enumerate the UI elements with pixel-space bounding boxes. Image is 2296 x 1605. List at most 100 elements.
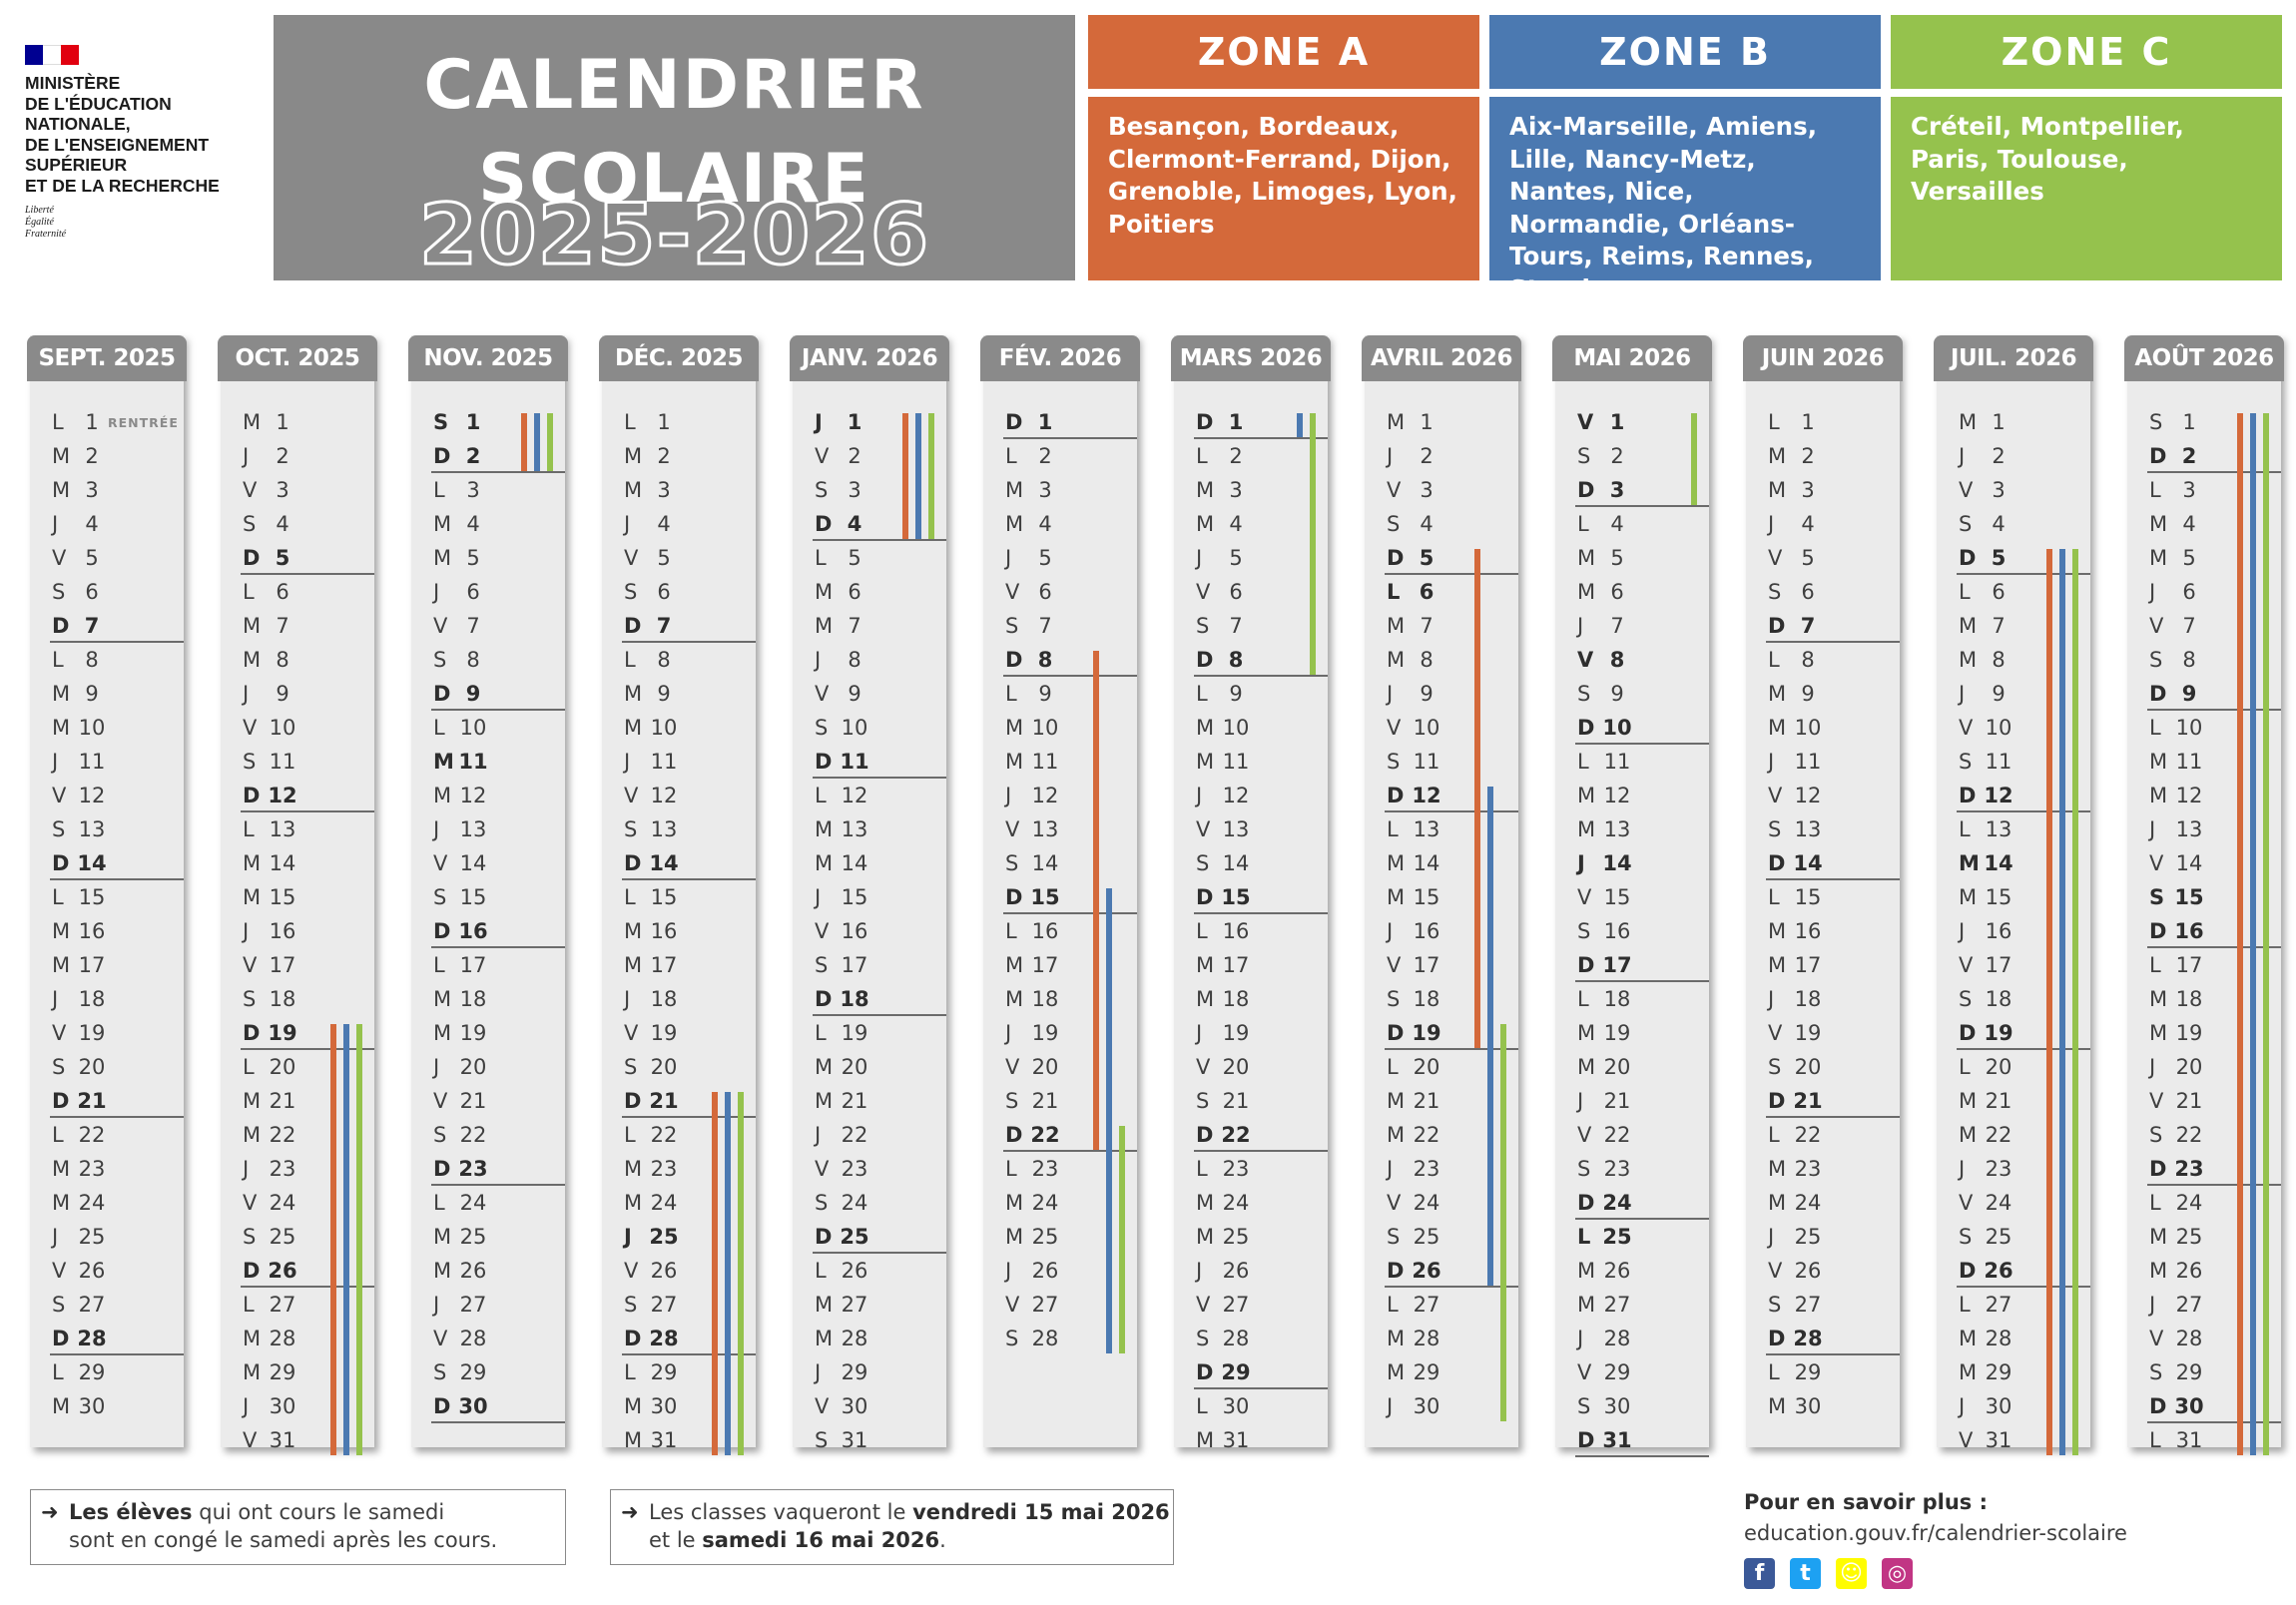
day-number: 26	[1984, 1259, 2013, 1283]
week-separator	[2147, 946, 2281, 948]
day-number: 2	[1420, 444, 1434, 468]
weekday-letter: M	[624, 716, 643, 740]
month-column: MARS 2026 D 1 L 2 M 3 M 4 J 5 V 6 S 7 D 8 L 9 M 10 M 11 J 12 V 13 S…	[1171, 335, 1331, 1452]
weekday-letter: M	[624, 919, 643, 943]
day-row: V 26	[1746, 1254, 1900, 1288]
weekday-letter: D	[1577, 1428, 1595, 1452]
weekday-letter: L	[52, 885, 64, 909]
day-row: M 27	[1555, 1288, 1709, 1322]
weekday-letter: J	[433, 580, 440, 604]
instagram-icon[interactable]: ◎	[1882, 1558, 1913, 1589]
more-url[interactable]: education.gouv.fr/calendrier-scolaire	[1744, 1521, 2127, 1545]
weekday-letter: J	[433, 1055, 440, 1079]
day-row: M 17	[983, 948, 1137, 982]
day-number: 5	[1610, 546, 1624, 570]
day-row: V 10	[221, 711, 374, 745]
day-row: S 14	[983, 846, 1137, 880]
weekday-letter: V	[1196, 580, 1211, 604]
day-number: 24	[459, 1191, 487, 1215]
day-number: 24	[1222, 1191, 1250, 1215]
day-number: 1	[657, 410, 671, 434]
day-number: 6	[466, 580, 480, 604]
week-separator	[1385, 1286, 1518, 1288]
month-column: JANV. 2026 J 1 V 2 S 3 D 4 L 5 M 6 M 7 J 8 V 9 S 10 D 11 L 12 M 13…	[790, 335, 949, 1452]
day-number: 8	[466, 648, 480, 672]
day-number: 28	[841, 1327, 868, 1350]
facebook-icon[interactable]: f	[1744, 1558, 1775, 1589]
day-row: M 28	[1937, 1322, 2090, 1355]
weekday-letter: L	[1577, 987, 1589, 1011]
day-number: 20	[1603, 1055, 1631, 1079]
month-column: JUIL. 2026 M 1 J 2 V 3 S 4 D 5 L 6 M 7 M 8 J 9 V 10 S 11 D 12 L 13…	[1934, 335, 2093, 1455]
weekday-letter: D	[433, 1157, 451, 1181]
day-row: S 29	[411, 1355, 565, 1389]
day-row: L 1 RENTRÉE	[30, 405, 184, 439]
weekday-letter: S	[1005, 1089, 1019, 1113]
weekday-letter: M	[243, 885, 262, 909]
weekday-letter: M	[1577, 817, 1596, 841]
day-number: 23	[650, 1157, 678, 1181]
weekday-letter: V	[624, 1021, 639, 1045]
day-number: 19	[1031, 1021, 1059, 1045]
weekday-letter: M	[52, 716, 71, 740]
weekday-letter: J	[1959, 682, 1966, 706]
weekday-letter: M	[624, 1191, 643, 1215]
weekday-letter: D	[624, 851, 642, 875]
weekday-letter: M	[2149, 784, 2168, 807]
day-row: J 12	[1174, 779, 1328, 812]
weekday-letter: S	[1387, 1225, 1401, 1249]
zone-b-cities: Aix-Marseille, Amiens, Lille, Nancy-Metz…	[1489, 97, 1881, 303]
day-number: 16	[1794, 919, 1822, 943]
weekday-letter: D	[1768, 1327, 1786, 1350]
day-number: 21	[1603, 1089, 1631, 1113]
day-row: L 11	[1555, 745, 1709, 779]
day-number: 17	[1602, 953, 1632, 977]
weekday-letter: L	[624, 1360, 636, 1384]
weekday-letter: D	[1959, 1021, 1977, 1045]
weekday-letter: S	[624, 1293, 638, 1317]
day-row: L 15	[602, 880, 756, 914]
day-number: 29	[841, 1360, 868, 1384]
day-number: 16	[841, 919, 868, 943]
weekday-letter: S	[1768, 1293, 1782, 1317]
day-number: 2	[1038, 444, 1052, 468]
day-number: 18	[1222, 987, 1250, 1011]
weekday-letter: D	[243, 784, 261, 807]
weekday-letter: M	[1768, 919, 1787, 943]
weekday-letter: M	[1959, 1360, 1978, 1384]
weekday-letter: V	[1768, 1021, 1783, 1045]
day-row: M 17	[1174, 948, 1328, 982]
day-row: S 25	[1365, 1220, 1518, 1254]
day-number: 25	[78, 1225, 106, 1249]
day-number: 7	[1992, 614, 2006, 638]
weekday-letter: M	[1005, 750, 1024, 774]
day-number: 16	[1031, 919, 1059, 943]
day-row: M 24	[1174, 1186, 1328, 1220]
day-row: J 13	[2127, 812, 2281, 846]
day-row: D 12	[221, 779, 374, 812]
weekday-letter: S	[1387, 987, 1401, 1011]
weekday-letter: J	[243, 1157, 250, 1181]
day-row: D 30	[2127, 1389, 2281, 1423]
weekday-letter: L	[243, 1293, 255, 1317]
snapchat-icon[interactable]: ☺	[1836, 1558, 1867, 1589]
twitter-icon[interactable]: t	[1790, 1558, 1821, 1589]
day-number: 4	[276, 512, 289, 536]
day-row: J 18	[602, 982, 756, 1016]
day-number: 24	[650, 1191, 678, 1215]
day-row: L 27	[1937, 1288, 2090, 1322]
weekday-letter: M	[1959, 614, 1978, 638]
weekday-letter: M	[1196, 750, 1215, 774]
day-number: 21	[269, 1089, 296, 1113]
